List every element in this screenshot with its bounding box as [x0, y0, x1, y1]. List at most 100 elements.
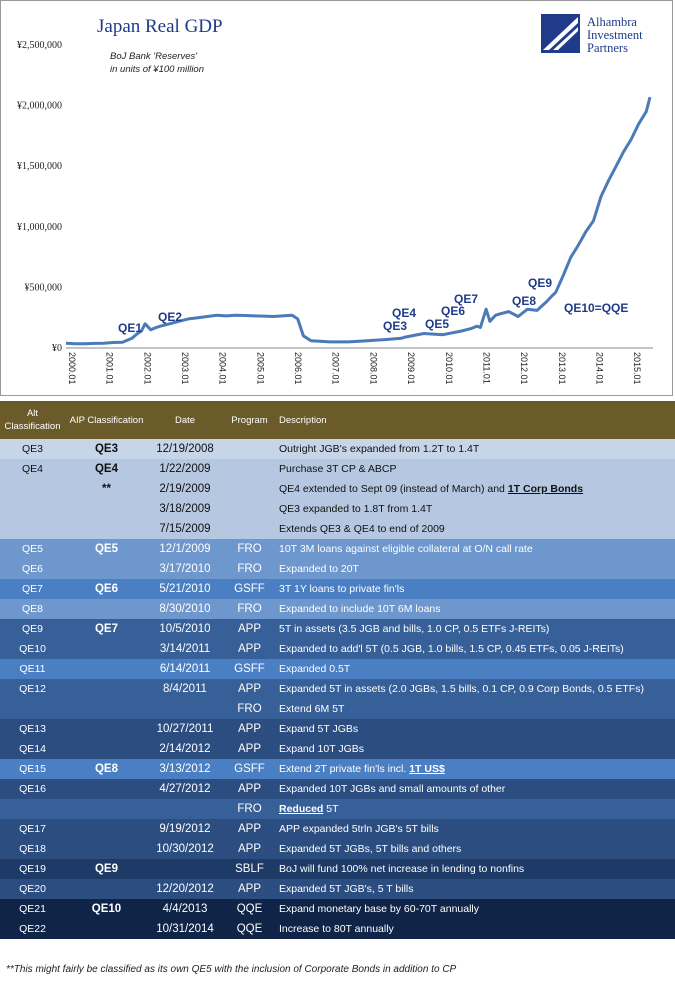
- cell-program: APP: [237, 643, 261, 655]
- cell-description: Expanded to add'l 5T (0.5 JGB, 1.0 bills…: [277, 639, 675, 659]
- table-row: QE11 6/14/2011 GSFF Expanded 0.5T: [0, 659, 675, 679]
- cell-description: Expand 5T JGBs: [277, 719, 675, 739]
- cell-description: Reduced 5T: [277, 799, 675, 819]
- cell-alt: QE9: [21, 623, 43, 635]
- annotation-qe1: QE1: [118, 321, 142, 335]
- cell-alt: QE6: [21, 563, 43, 575]
- x-axis-ticks: 2000.01 2001.01 2002.01 2003.01 2004.01 2005.…: [67, 352, 642, 385]
- footnote: **This might fairly be classified as its…: [6, 964, 457, 975]
- cell-description: Purchase 3T CP & ABCP: [277, 459, 675, 479]
- cell-program: [222, 499, 277, 519]
- cell-program: APP: [237, 883, 261, 895]
- description-text: BoJ will fund 100% net increase in lendi…: [279, 863, 525, 875]
- cell-description: Expanded 5T JGB's, 5 T bills: [277, 879, 675, 899]
- cell-aip: [65, 699, 148, 719]
- description-text: Purchase 3T CP & ABCP: [279, 463, 397, 475]
- description-text: Expand 10T JGBs: [279, 743, 365, 755]
- description-text: Expand monetary base by 60-70T annually: [279, 903, 480, 915]
- cell-alt: QE14: [19, 743, 46, 755]
- table-row: QE14 2/14/2012 APP Expand 10T JGBs: [0, 739, 675, 759]
- table-row: QE8 8/30/2010 FRO Expanded to include 10T 6…: [0, 599, 675, 619]
- x-tick-label: 2008.01: [368, 352, 378, 385]
- description-text: APP expanded 5trln JGB's 5T bills: [279, 823, 439, 835]
- description-text: Extend 2T private fin'ls incl.: [279, 763, 410, 775]
- cell-aip: [65, 819, 148, 839]
- annotation-qe6: QE6: [441, 304, 465, 318]
- cell-program: APP: [237, 683, 261, 695]
- cell-description: Increase to 80T annually: [277, 919, 675, 939]
- cell-description: APP expanded 5trln JGB's 5T bills: [277, 819, 675, 839]
- cell-aip: [65, 799, 148, 819]
- description-text: 3T 1Y loans to private fin'ls: [279, 583, 405, 595]
- description-text: Increase to 80T annually: [279, 923, 394, 935]
- cell-description: 5T in assets (3.5 JGB and bills, 1.0 CP,…: [277, 619, 675, 639]
- x-tick-label: 2011.01: [481, 352, 491, 384]
- description-text: Expanded 0.5T: [279, 663, 351, 675]
- x-tick-label: 2007.01: [331, 352, 341, 385]
- cell-date: 3/17/2010: [159, 563, 211, 575]
- table-body: QE3 QE3 12/19/2008 Outright JGB's expanded …: [0, 439, 675, 939]
- logo-line3: Partners: [587, 41, 628, 55]
- cell-date: 4/4/2013: [162, 903, 208, 915]
- cell-alt: [0, 499, 65, 519]
- cell-program: APP: [237, 823, 261, 835]
- x-tick-label: 2013.01: [557, 352, 567, 385]
- cell-date: 12/1/2009: [159, 543, 211, 555]
- cell-alt: QE12: [19, 683, 46, 695]
- cell-aip: [65, 639, 148, 659]
- cell-alt: QE16: [19, 783, 46, 795]
- cell-alt: QE3: [21, 443, 43, 455]
- cell-description: Expanded 5T in assets (2.0 JGBs, 1.5 bil…: [277, 679, 675, 699]
- cell-date: 3/18/2009: [159, 503, 211, 515]
- logo-slash-icon: [543, 17, 578, 50]
- cell-aip: [65, 599, 148, 619]
- table-row: QE19 QE9 SBLF BoJ will fund 100% net increa…: [0, 859, 675, 879]
- cell-program: QQE: [236, 903, 263, 915]
- cell-description: 3T 1Y loans to private fin'ls: [277, 579, 675, 599]
- y-tick-label: ¥500,000: [25, 282, 63, 293]
- cell-program: GSFF: [234, 763, 265, 775]
- cell-program: APP: [237, 843, 261, 855]
- cell-aip: [65, 659, 148, 679]
- cell-program: GSFF: [234, 583, 265, 595]
- table-row: QE18 10/30/2012 APP Expanded 5T JGBs, 5T bi…: [0, 839, 675, 859]
- cell-date: 10/5/2010: [159, 623, 211, 635]
- x-tick-label: 2014.01: [594, 352, 604, 385]
- table-row: FRO Extend 6M 5T: [0, 699, 675, 719]
- x-tick-label: 2006.01: [293, 352, 303, 385]
- chart-title: Japan Real GDP: [97, 16, 223, 37]
- y-tick-label: ¥1,000,000: [17, 222, 62, 233]
- description-text: Expanded 5T JGB's, 5 T bills: [279, 883, 414, 895]
- table-row: QE4 QE4 1/22/2009 Purchase 3T CP & ABCP: [0, 459, 675, 479]
- cell-date: [148, 859, 222, 879]
- cell-date: 2/19/2009: [159, 483, 211, 495]
- cell-alt: [0, 699, 65, 719]
- cell-alt: [0, 479, 65, 499]
- cell-program: FRO: [237, 803, 262, 815]
- description-text: Expanded 5T in assets (2.0 JGBs, 1.5 bil…: [279, 683, 644, 695]
- cell-program: FRO: [237, 703, 262, 715]
- cell-aip: [65, 839, 148, 859]
- x-tick-label: 2005.01: [255, 352, 265, 385]
- x-tick-label: 2000.01: [67, 352, 77, 385]
- table-row: QE13 10/27/2011 APP Expand 5T JGBs: [0, 719, 675, 739]
- table-row: FRO Reduced 5T: [0, 799, 675, 819]
- description-text: Expanded to include 10T 6M loans: [279, 603, 441, 615]
- cell-program: SBLF: [235, 863, 264, 875]
- description-suffix: 5T: [323, 803, 339, 815]
- cell-description: Extends QE3 & QE4 to end of 2009: [277, 519, 675, 539]
- cell-date: 7/15/2009: [159, 523, 211, 535]
- cell-aip: QE4: [94, 463, 118, 475]
- cell-alt: QE10: [19, 643, 46, 655]
- cell-aip: [65, 739, 148, 759]
- table-row: QE6 3/17/2010 FRO Expanded to 20T: [0, 559, 675, 579]
- annotation-qe7: QE7: [454, 292, 478, 306]
- cell-aip: [65, 919, 148, 939]
- cell-date: [148, 799, 222, 819]
- cell-date: 3/14/2011: [159, 643, 211, 655]
- table-row: 3/18/2009 QE3 expanded to 1.8T from 1.4T: [0, 499, 675, 519]
- cell-alt: [0, 799, 65, 819]
- cell-alt: QE5: [21, 543, 43, 555]
- annotation-qe10: QE10=QQE: [564, 301, 628, 315]
- annotation-qe8: QE8: [512, 294, 536, 308]
